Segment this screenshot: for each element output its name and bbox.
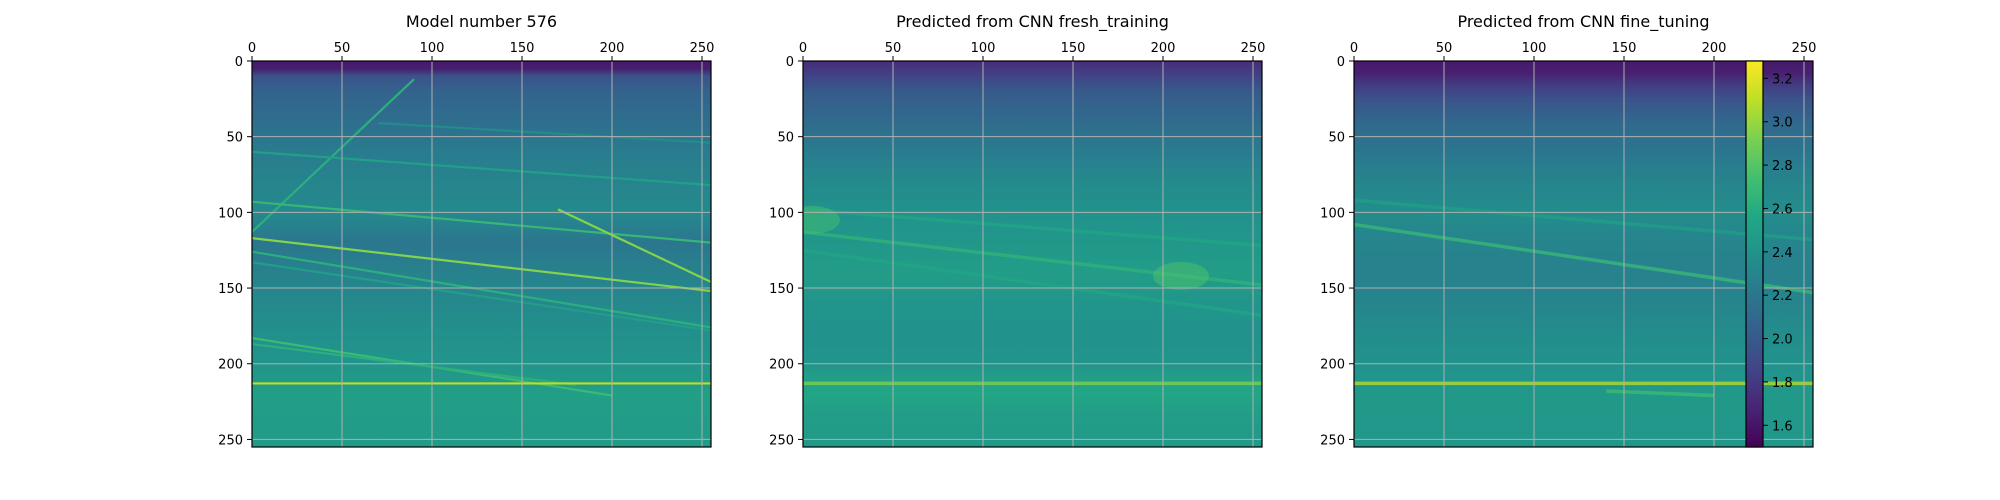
y-tick-label: 250 — [1320, 433, 1345, 448]
y-tick-label: 100 — [218, 206, 243, 221]
y-tick-label: 250 — [769, 433, 794, 448]
feature-line-8 — [252, 261, 711, 332]
grid — [802, 60, 1262, 447]
x-tick-label: 150 — [1061, 41, 1086, 56]
colorbar-scale — [1745, 60, 1764, 448]
x-tick-label: 200 — [1151, 41, 1176, 56]
x-tick-label: 250 — [1792, 41, 1817, 56]
y-tick-label: 200 — [1320, 358, 1345, 373]
x-tick-label: 200 — [1702, 41, 1727, 56]
colorbar-tick-label: 2.4 — [1772, 246, 1793, 261]
heatmap-panel-1: 0 50 100 150 200 250 0 50 100 150 200 250 Model numb… — [218, 12, 714, 448]
y-tick-label: 200 — [769, 358, 794, 373]
x-tick-label: 50 — [885, 41, 902, 56]
chart-title: Predicted from CNN fresh_training — [896, 12, 1169, 32]
y-tick-label: 0 — [1337, 55, 1345, 70]
y-tick-label: 150 — [218, 282, 243, 297]
feature-line-3 — [252, 150, 711, 187]
heatmap-field — [803, 61, 1262, 447]
feature-blob-6 — [1153, 261, 1209, 290]
heatmap-field — [252, 61, 711, 447]
y-tick-label: 50 — [777, 131, 794, 146]
feature-line-2 — [1354, 198, 1813, 242]
colorbar-tick-label: 2.8 — [1772, 159, 1793, 174]
x-tick-label: 0 — [799, 41, 807, 56]
y-tick-label: 50 — [226, 131, 243, 146]
feature-line-1 — [252, 78, 415, 233]
axes-frame — [802, 60, 1263, 448]
colorbar-tick-label: 1.8 — [1772, 376, 1793, 391]
feature-line-3 — [803, 207, 1262, 248]
feature-blob-5 — [803, 205, 840, 234]
x-tick-label: 50 — [334, 41, 351, 56]
colorbar-tick-label: 1.6 — [1772, 419, 1793, 434]
y-tick-label: 100 — [1320, 206, 1345, 221]
panels: 0 50 100 150 200 250 0 50 100 150 200 250 Model numb… — [218, 12, 1816, 448]
colorbar: 1.6 1.8 2.0 2.2 2.4 2.6 2.8 3.0 3.2 — [1745, 60, 1793, 448]
chart-title: Predicted from CNN fine_tuning — [1457, 12, 1709, 32]
y-tick-label: 200 — [218, 358, 243, 373]
axes-frame — [251, 60, 712, 448]
axes-frame — [1353, 60, 1814, 448]
x-tick-label: 200 — [600, 41, 625, 56]
feature-line-4 — [252, 200, 711, 244]
colorbar-tick-label: 3.2 — [1772, 72, 1793, 87]
feature-line-1 — [1354, 222, 1813, 295]
feature-line-6 — [252, 237, 711, 293]
feature-line-7 — [252, 250, 711, 329]
colorbar-tick-label: 2.2 — [1772, 289, 1793, 304]
x-tick-label: 100 — [1522, 41, 1547, 56]
feature-line-5 — [557, 208, 711, 283]
colorbar-tick-label: 2.0 — [1772, 333, 1793, 348]
chart-title: Model number 576 — [406, 12, 557, 31]
x-tick-label: 100 — [420, 41, 445, 56]
x-tick-label: 100 — [971, 41, 996, 56]
x-tick-label: 150 — [510, 41, 535, 56]
heatmap-panel-3: 0 50 100 150 200 250 0 50 100 150 200 250 Predicted … — [1320, 12, 1816, 448]
y-tick-label: 0 — [235, 55, 243, 70]
heatmap-panel-2: 0 50 100 150 200 250 0 50 100 150 200 250 Predicted … — [769, 12, 1265, 448]
x-tick-label: 150 — [1612, 41, 1637, 56]
x-tick-label: 250 — [1241, 41, 1266, 56]
y-tick-label: 100 — [769, 206, 794, 221]
x-tick-label: 0 — [248, 41, 256, 56]
y-tick-label: 250 — [218, 433, 243, 448]
colorbar-tick-label: 2.6 — [1772, 202, 1793, 217]
x-tick-label: 250 — [690, 41, 715, 56]
x-tick-label: 0 — [1350, 41, 1358, 56]
y-tick-label: 150 — [1320, 282, 1345, 297]
heatmap-field — [1354, 61, 1813, 447]
y-tick-label: 150 — [769, 282, 794, 297]
y-tick-label: 0 — [786, 55, 794, 70]
y-tick-label: 50 — [1328, 131, 1345, 146]
feature-line-2 — [377, 121, 711, 144]
colorbar-tick-label: 3.0 — [1772, 116, 1793, 131]
x-tick-label: 50 — [1436, 41, 1453, 56]
feature-line-2 — [803, 248, 1262, 318]
